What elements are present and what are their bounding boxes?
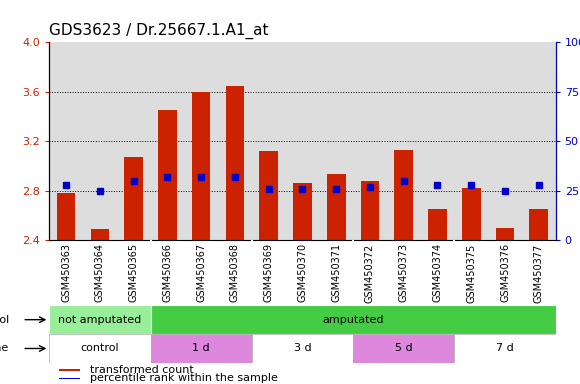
Text: GDS3623 / Dr.25667.1.A1_at: GDS3623 / Dr.25667.1.A1_at [49, 23, 269, 40]
Bar [59, 369, 79, 371]
Bar [259, 151, 278, 240]
Text: GSM450372: GSM450372 [365, 243, 375, 303]
Bar [151, 305, 556, 334]
Text: control: control [81, 343, 119, 354]
Text: 5 d: 5 d [395, 343, 412, 354]
Text: amputated: amputated [322, 314, 384, 325]
Bar [226, 86, 244, 240]
Bar [151, 334, 252, 363]
Text: GSM450375: GSM450375 [466, 243, 476, 303]
Bar [462, 188, 481, 240]
Bar [90, 229, 109, 240]
Bar [327, 174, 346, 240]
Bar [124, 157, 143, 240]
Bar [454, 334, 556, 363]
Text: GSM450371: GSM450371 [331, 243, 341, 302]
Text: GSM450370: GSM450370 [298, 243, 307, 302]
Bar [353, 334, 454, 363]
Bar [361, 181, 379, 240]
Text: percentile rank within the sample: percentile rank within the sample [90, 373, 278, 383]
Bar [49, 305, 151, 334]
Bar [59, 377, 79, 379]
Text: GSM450376: GSM450376 [500, 243, 510, 302]
Text: GSM450364: GSM450364 [95, 243, 105, 302]
Text: GSM450366: GSM450366 [162, 243, 172, 302]
Text: GSM450367: GSM450367 [196, 243, 206, 302]
Text: GSM450377: GSM450377 [534, 243, 544, 303]
Text: GSM450373: GSM450373 [398, 243, 409, 302]
Text: 7 d: 7 d [496, 343, 514, 354]
Text: GSM450368: GSM450368 [230, 243, 240, 302]
Bar [192, 92, 211, 240]
Text: time: time [0, 343, 9, 354]
Text: not amputated: not amputated [59, 314, 142, 325]
Bar [252, 334, 353, 363]
Text: 1 d: 1 d [193, 343, 210, 354]
Bar [293, 183, 312, 240]
Bar [496, 228, 514, 240]
Bar [158, 110, 177, 240]
Text: GSM450369: GSM450369 [264, 243, 274, 302]
Bar [57, 193, 75, 240]
Bar [394, 150, 413, 240]
Bar [530, 209, 548, 240]
Bar [428, 209, 447, 240]
Text: GSM450365: GSM450365 [129, 243, 139, 302]
Text: protocol: protocol [0, 314, 9, 325]
Text: GSM450374: GSM450374 [433, 243, 443, 302]
Bar [49, 334, 151, 363]
Text: 3 d: 3 d [293, 343, 311, 354]
Text: transformed count: transformed count [90, 365, 194, 375]
Text: GSM450363: GSM450363 [61, 243, 71, 302]
